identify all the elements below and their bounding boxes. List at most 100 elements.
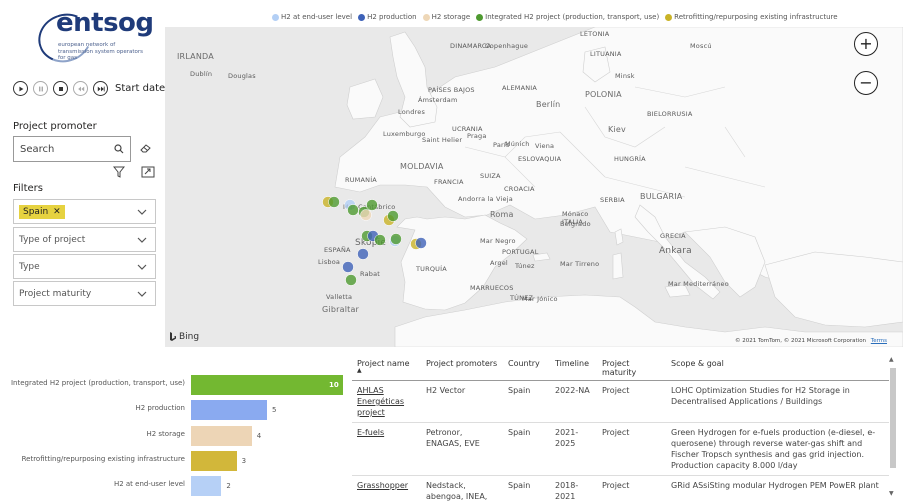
column-header[interactable]: Project name ▲ [352,355,421,381]
project-marker[interactable] [366,199,378,211]
project-marker[interactable] [415,237,427,249]
terms-link[interactable]: Terms [870,338,887,344]
column-header-label: Country [508,359,540,368]
type-label: Type [19,261,40,272]
project-marker[interactable] [345,274,357,286]
country-chip-label: Spain [23,206,49,217]
map-place-label: RUMANÍA [345,176,377,184]
type-filter[interactable]: Type [13,254,156,279]
table-row[interactable]: E-fuels Petronor, ENAGAS, EVE Spain 2021-20… [352,422,889,476]
stop-button[interactable] [53,81,68,96]
map-place-label: Belgrado [560,220,591,228]
scroll-thumb[interactable] [890,368,896,468]
bar-category-label: H2 production [135,404,185,412]
map-copyright: © 2021 TomTom, © 2021 Microsoft Corporat… [735,338,887,344]
pause-button[interactable] [33,81,48,96]
country-chip[interactable]: Spain ✕ [19,204,65,219]
project-name-link[interactable]: Grasshopper [357,481,409,490]
play-icon [18,86,23,91]
project-marker[interactable] [357,248,369,260]
project-marker[interactable] [328,196,340,208]
country-filter[interactable]: Spain ✕ [13,199,156,224]
bar-row[interactable]: H2 production 5 [0,400,350,420]
map-place-label: Luxemburgo [383,130,426,138]
project-maturity-filter[interactable]: Project maturity [13,281,156,306]
bar-row[interactable]: H2 storage 4 [0,426,350,446]
map-place-label: PORTUGAL [502,248,539,256]
column-header-label: Timeline [555,359,590,368]
legend-label: H2 at end-user level [281,13,353,21]
type-of-project-filter[interactable]: Type of project [13,227,156,252]
column-header[interactable]: Project maturity [597,355,666,381]
project-marker[interactable] [342,261,354,273]
table-row[interactable]: Grasshopper Nedstack, abengoa, INEA, Poli… [352,475,889,503]
zoom-out-button[interactable]: − [854,71,878,95]
sort-ascending-icon[interactable]: ▲ [357,367,362,374]
table-row[interactable]: AHLAS Energéticas project H2 Vector Spain 2… [352,380,889,423]
bar[interactable] [191,476,222,496]
column-header[interactable]: Timeline [550,355,597,381]
project-name-link[interactable]: E-fuels [357,428,385,437]
map-place-label: Argel [490,259,508,267]
map-visual[interactable]: LETONIA DINAMARCA Copenhague LITUANIA Minsk M… [165,27,903,347]
map-place-label: ESPAÑA [324,246,351,254]
legend-label: Retrofitting/repurposing existing infras… [674,13,838,21]
legend-item[interactable]: H2 at end-user level [272,13,352,21]
project-marker[interactable] [390,233,402,245]
table-cell: AHLAS Energéticas project [352,380,421,423]
legend-label: H2 production [367,13,417,21]
eraser-icon[interactable] [140,143,152,153]
legend-dot-icon [272,13,279,21]
bar[interactable] [191,426,252,446]
table-cell: Spain [503,422,550,476]
legend-item[interactable]: H2 production [358,13,417,21]
promoter-search-input[interactable]: Search [13,136,131,162]
bar-category-label: Integrated H2 project (production, trans… [10,379,185,387]
filter-icon[interactable] [113,166,125,178]
bar-row[interactable]: H2 at end-user level 2 [0,476,350,496]
play-button[interactable] [13,81,28,96]
bar[interactable] [191,451,237,471]
map-place-label: Mar Jónico [522,295,558,303]
column-header[interactable]: Scope & goal [666,355,889,381]
scroll-down-icon[interactable]: ▼ [889,490,894,497]
search-placeholder: Search [20,143,55,155]
project-name-link[interactable]: AHLAS Energéticas project [357,386,405,417]
table-cell: Grasshopper [352,475,421,503]
zoom-in-button[interactable]: + [854,32,878,56]
table-scrollbar[interactable]: ▲ ▼ [888,356,898,502]
next-button[interactable] [93,81,108,96]
legend-item[interactable]: Retrofitting/repurposing existing infras… [665,13,838,21]
previous-button[interactable] [73,81,88,96]
map-place-label: Skopie [355,238,387,248]
bar-category-label: H2 storage [146,430,185,438]
pause-icon [38,86,43,91]
bar-row[interactable]: Integrated H2 project (production, trans… [0,375,350,395]
map-place-label: DINAMARCA [450,42,492,50]
column-header[interactable]: Country [503,355,550,381]
table-header-row: Project name ▲ Project promoters Country Tim… [352,355,889,381]
map-place-label: Mónaco [562,210,589,218]
table-cell: LOHC Optimization Studies for H2 Storage… [666,380,889,423]
legend-dot-icon [665,13,673,21]
remove-chip-icon[interactable]: ✕ [53,206,61,217]
map-place-label: Mar Mediterráneo [668,280,729,288]
scroll-up-icon[interactable]: ▲ [889,356,894,363]
column-header[interactable]: Project promoters [421,355,503,381]
project-marker[interactable] [360,209,372,221]
focus-mode-icon[interactable] [141,166,155,178]
legend-item[interactable]: H2 storage [422,13,470,21]
chevron-down-icon [137,237,147,243]
project-marker[interactable] [347,204,359,216]
bar[interactable] [191,375,343,395]
project-marker[interactable] [374,234,386,246]
legend-item[interactable]: Integrated H2 project (production, trans… [476,13,659,21]
map-place-label: FRANCIA [434,178,464,186]
bar-value-label: 10 [329,381,339,389]
bar[interactable] [191,400,267,420]
table-cell: Project [597,475,666,503]
bar-row[interactable]: Retrofitting/repurposing existing infras… [0,451,350,471]
project-marker[interactable] [387,210,399,222]
map-place-label: Mar Tirreno [560,260,600,268]
project-maturity-label: Project maturity [19,288,92,299]
